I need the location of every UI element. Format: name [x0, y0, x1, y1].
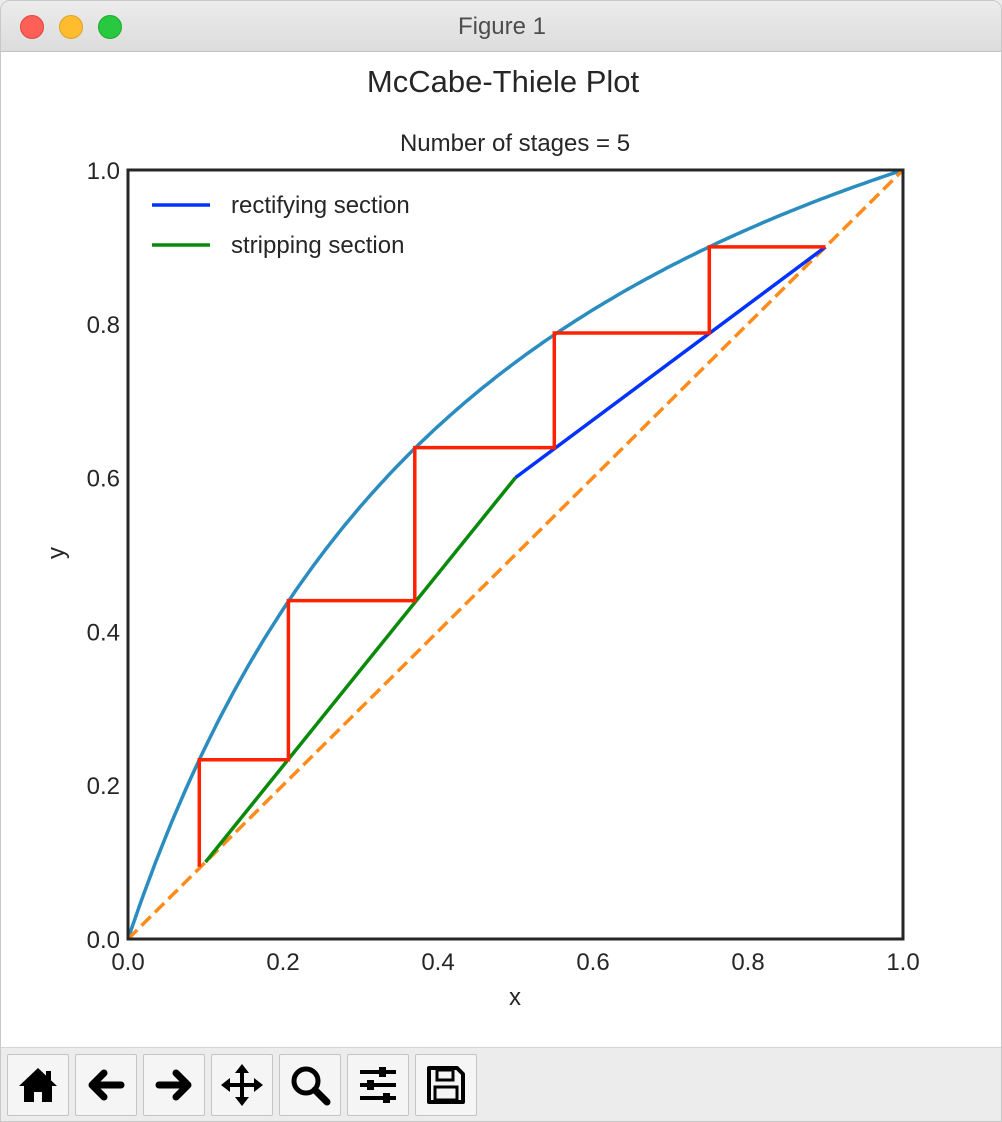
plot-layer: 0.0 0.2 0.4 0.6 0.8 1.0 0.0 0.2 0.4 0.6 0.8 1.0 rect… — [87, 158, 920, 976]
y-axis-label: y — [43, 547, 70, 559]
x-axis-label: x — [509, 984, 521, 1011]
window-title: Figure 1 — [457, 13, 547, 40]
y-tick-label: 0.8 — [87, 312, 120, 339]
chart-svg: McCabe-Thiele Plot Number of stages = 5 … — [43, 64, 920, 1011]
y-tick-label: 0.4 — [87, 619, 120, 646]
title-bar: Figure 1 — [1, 1, 1001, 52]
x-tick-label: 0.8 — [731, 949, 764, 976]
legend-label: stripping section — [231, 232, 404, 259]
legend-label: rectifying section — [231, 192, 410, 219]
configure-subplots-icon — [360, 1067, 396, 1103]
equilibrium-curve — [128, 170, 903, 939]
diagonal-line — [128, 170, 903, 939]
zoom-icon — [291, 1066, 331, 1106]
axes-frame — [126, 168, 905, 941]
x-tick-label: 0.2 — [266, 949, 299, 976]
x-tick-label: 0.0 — [111, 949, 144, 976]
y-tick-label: 0.0 — [87, 927, 120, 954]
y-tick-label: 1.0 — [87, 158, 120, 185]
x-tick-label: 0.6 — [576, 949, 609, 976]
pan-button[interactable] — [211, 1054, 273, 1116]
back-arrow-icon — [88, 1069, 125, 1101]
legend: rectifying section stripping section — [152, 192, 410, 259]
move-icon — [221, 1064, 263, 1106]
chart-title: Number of stages = 5 — [400, 130, 630, 157]
home-button[interactable] — [7, 1054, 69, 1116]
zoom-button[interactable] — [279, 1054, 341, 1116]
save-icon — [427, 1066, 465, 1104]
y-tick-label: 0.6 — [87, 466, 120, 493]
close-window-button[interactable] — [20, 15, 44, 39]
series-line-stripping-section — [204, 476, 517, 864]
x-tick-label: 1.0 — [886, 949, 919, 976]
x-tick-label: 0.4 — [421, 949, 454, 976]
navigation-toolbar — [1, 1047, 1001, 1121]
figure-canvas: McCabe-Thiele Plot Number of stages = 5 … — [1, 52, 1001, 1047]
stage-steps — [197, 245, 826, 867]
minimize-window-button[interactable] — [59, 15, 83, 39]
save-button[interactable] — [415, 1054, 477, 1116]
back-button[interactable] — [75, 1054, 137, 1116]
y-tick-label: 0.2 — [87, 773, 120, 800]
configure-subplots-button[interactable] — [347, 1054, 409, 1116]
home-icon — [19, 1068, 57, 1102]
forward-button[interactable] — [143, 1054, 205, 1116]
plot-area — [128, 170, 903, 939]
forward-arrow-icon — [155, 1069, 192, 1101]
series-line-rectifying-section — [514, 245, 827, 480]
maximize-window-button[interactable] — [98, 15, 122, 39]
chart-suptitle: McCabe-Thiele Plot — [367, 64, 640, 99]
